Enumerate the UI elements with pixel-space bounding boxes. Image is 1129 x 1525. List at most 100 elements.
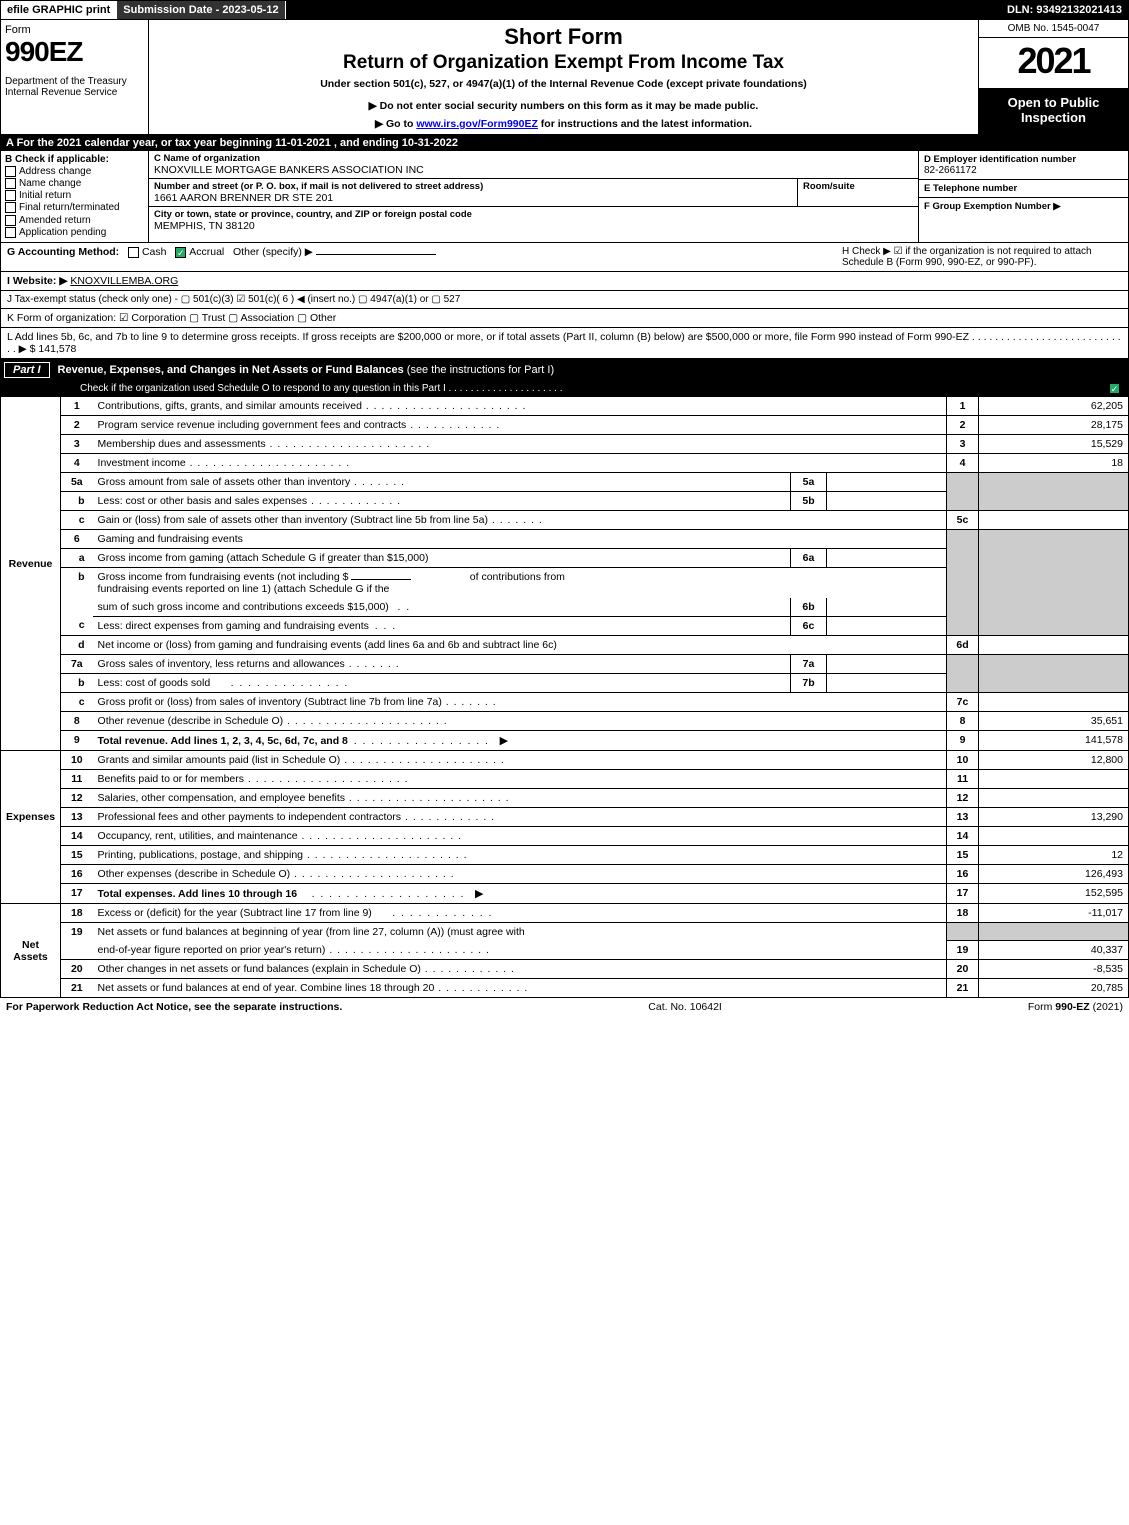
desc-19-2: end-of-year figure reported on prior yea…	[93, 941, 947, 960]
chk-final-return[interactable]: Final return/terminated	[5, 202, 144, 213]
chk-schedule-o[interactable]: ✓	[1109, 383, 1120, 394]
ibv-7a	[827, 654, 947, 673]
org-name-cell: C Name of organization KNOXVILLE MORTGAG…	[149, 151, 918, 179]
street-cell: Number and street (or P. O. box, if mail…	[149, 179, 798, 206]
g-label: G Accounting Method:	[7, 246, 119, 258]
f-label: F Group Exemption Number ▶	[924, 201, 1123, 212]
chk-application-pending[interactable]: Application pending	[5, 227, 144, 238]
row-g-h: G Accounting Method: Cash ✓Accrual Other…	[0, 243, 1129, 272]
part-1-check: Check if the organization used Schedule …	[0, 381, 1129, 397]
amt-6b-grey	[979, 567, 1129, 598]
amt-5c	[979, 510, 1129, 529]
desc-5a: Gross amount from sale of assets other t…	[93, 472, 791, 491]
rn-19-grey	[947, 922, 979, 941]
irs-link[interactable]: www.irs.gov/Form990EZ	[416, 118, 538, 130]
note2-pre: ▶ Go to	[375, 118, 416, 130]
amt-6c-grey	[979, 616, 1129, 635]
tax-year: 2021	[979, 38, 1128, 89]
desc-21: Net assets or fund balances at end of ye…	[93, 979, 947, 998]
rn-6c-grey	[947, 616, 979, 635]
desc-14: Occupancy, rent, utilities, and maintena…	[93, 826, 947, 845]
desc-6c: Less: direct expenses from gaming and fu…	[93, 616, 791, 635]
rn-2: 2	[947, 415, 979, 434]
amt-6d	[979, 635, 1129, 654]
rn-5c: 5c	[947, 510, 979, 529]
desc-3: Membership dues and assessments	[93, 434, 947, 453]
amt-2: 28,175	[979, 415, 1129, 434]
desc-13: Professional fees and other payments to …	[93, 807, 947, 826]
ln-10: 10	[61, 750, 93, 769]
submission-date: Submission Date - 2023-05-12	[117, 1, 285, 19]
desc-8: Other revenue (describe in Schedule O)	[93, 711, 947, 730]
desc-18: Excess or (deficit) for the year (Subtra…	[93, 903, 947, 922]
chk-cash[interactable]	[128, 247, 139, 258]
desc-7c: Gross profit or (loss) from sales of inv…	[93, 692, 947, 711]
ib-7a: 7a	[791, 654, 827, 673]
header-right: OMB No. 1545-0047 2021 Open to Public In…	[978, 20, 1128, 134]
header-middle: Short Form Return of Organization Exempt…	[149, 20, 978, 134]
ln-2: 2	[61, 415, 93, 434]
amt-11	[979, 769, 1129, 788]
suite-cell: Room/suite	[798, 179, 918, 206]
rn-19: 19	[947, 941, 979, 960]
ibv-6c	[827, 616, 947, 635]
other-input[interactable]	[316, 254, 436, 255]
desc-6a: Gross income from gaming (attach Schedul…	[93, 548, 791, 567]
ln-4: 4	[61, 453, 93, 472]
desc-10: Grants and similar amounts paid (list in…	[93, 750, 947, 769]
rn-6b2-grey	[947, 598, 979, 617]
ln-6: 6	[61, 529, 93, 548]
desc-17: Total expenses. Add lines 10 through 16 …	[93, 883, 947, 903]
rn-21: 21	[947, 979, 979, 998]
spacer	[286, 1, 1001, 19]
chk-amended-return[interactable]: Amended return	[5, 215, 144, 226]
phone-cell: E Telephone number	[919, 180, 1128, 198]
side-revenue: Revenue	[1, 397, 61, 731]
ln-8: 8	[61, 711, 93, 730]
ibv-5a	[827, 472, 947, 491]
amt-14	[979, 826, 1129, 845]
form-header: Form 990EZ Department of the Treasury In…	[0, 20, 1129, 135]
form-title: Return of Organization Exempt From Incom…	[157, 52, 970, 74]
omb-number: OMB No. 1545-0047	[979, 20, 1128, 38]
chk-initial-return[interactable]: Initial return	[5, 190, 144, 201]
chk-accrual[interactable]: ✓	[175, 247, 186, 258]
i-label: I Website: ▶	[7, 275, 67, 287]
rn-7c: 7c	[947, 692, 979, 711]
ln-7a: 7a	[61, 654, 93, 673]
chk-name-change[interactable]: Name change	[5, 178, 144, 189]
amt-6b2-grey	[979, 598, 1129, 617]
row-l-gross-receipts: L Add lines 5b, 6c, and 7b to line 9 to …	[0, 328, 1129, 359]
amt-16: 126,493	[979, 864, 1129, 883]
e-label: E Telephone number	[924, 183, 1123, 194]
part-1-header: Part I Revenue, Expenses, and Changes in…	[0, 359, 1129, 381]
amt-21: 20,785	[979, 979, 1129, 998]
desc-7b: Less: cost of goods sold . . . . . . . .…	[93, 673, 791, 692]
rn-7a-grey	[947, 654, 979, 673]
rn-8: 8	[947, 711, 979, 730]
ln-6d: d	[61, 635, 93, 654]
b-title: B Check if applicable:	[5, 154, 144, 165]
chk-address-change[interactable]: Address change	[5, 166, 144, 177]
rn-11: 11	[947, 769, 979, 788]
ibv-7b	[827, 673, 947, 692]
block-b-c-d: B Check if applicable: Address change Na…	[0, 151, 1129, 243]
ln-6c: c	[61, 616, 93, 635]
efile-label[interactable]: efile GRAPHIC print	[1, 1, 117, 19]
ib-5b: 5b	[791, 491, 827, 510]
ln-9: 9	[61, 730, 93, 750]
row-a-tax-year: A For the 2021 calendar year, or tax yea…	[0, 135, 1129, 151]
h-schedule-b: H Check ▶ ☑ if the organization is not r…	[842, 246, 1122, 268]
website-value[interactable]: KNOXVILLEMBA.ORG	[70, 275, 178, 287]
rn-13: 13	[947, 807, 979, 826]
ein-value: 82-2661172	[924, 165, 1123, 176]
other-label: Other (specify) ▶	[233, 246, 313, 258]
section-d-e-f: D Employer identification number 82-2661…	[918, 151, 1128, 242]
ib-5a: 5a	[791, 472, 827, 491]
ln-18: 18	[61, 903, 93, 922]
amt-18: -11,017	[979, 903, 1129, 922]
ln-7b: b	[61, 673, 93, 692]
amt-4: 18	[979, 453, 1129, 472]
amt-5a-grey	[979, 472, 1129, 491]
street-label: Number and street (or P. O. box, if mail…	[154, 181, 792, 192]
